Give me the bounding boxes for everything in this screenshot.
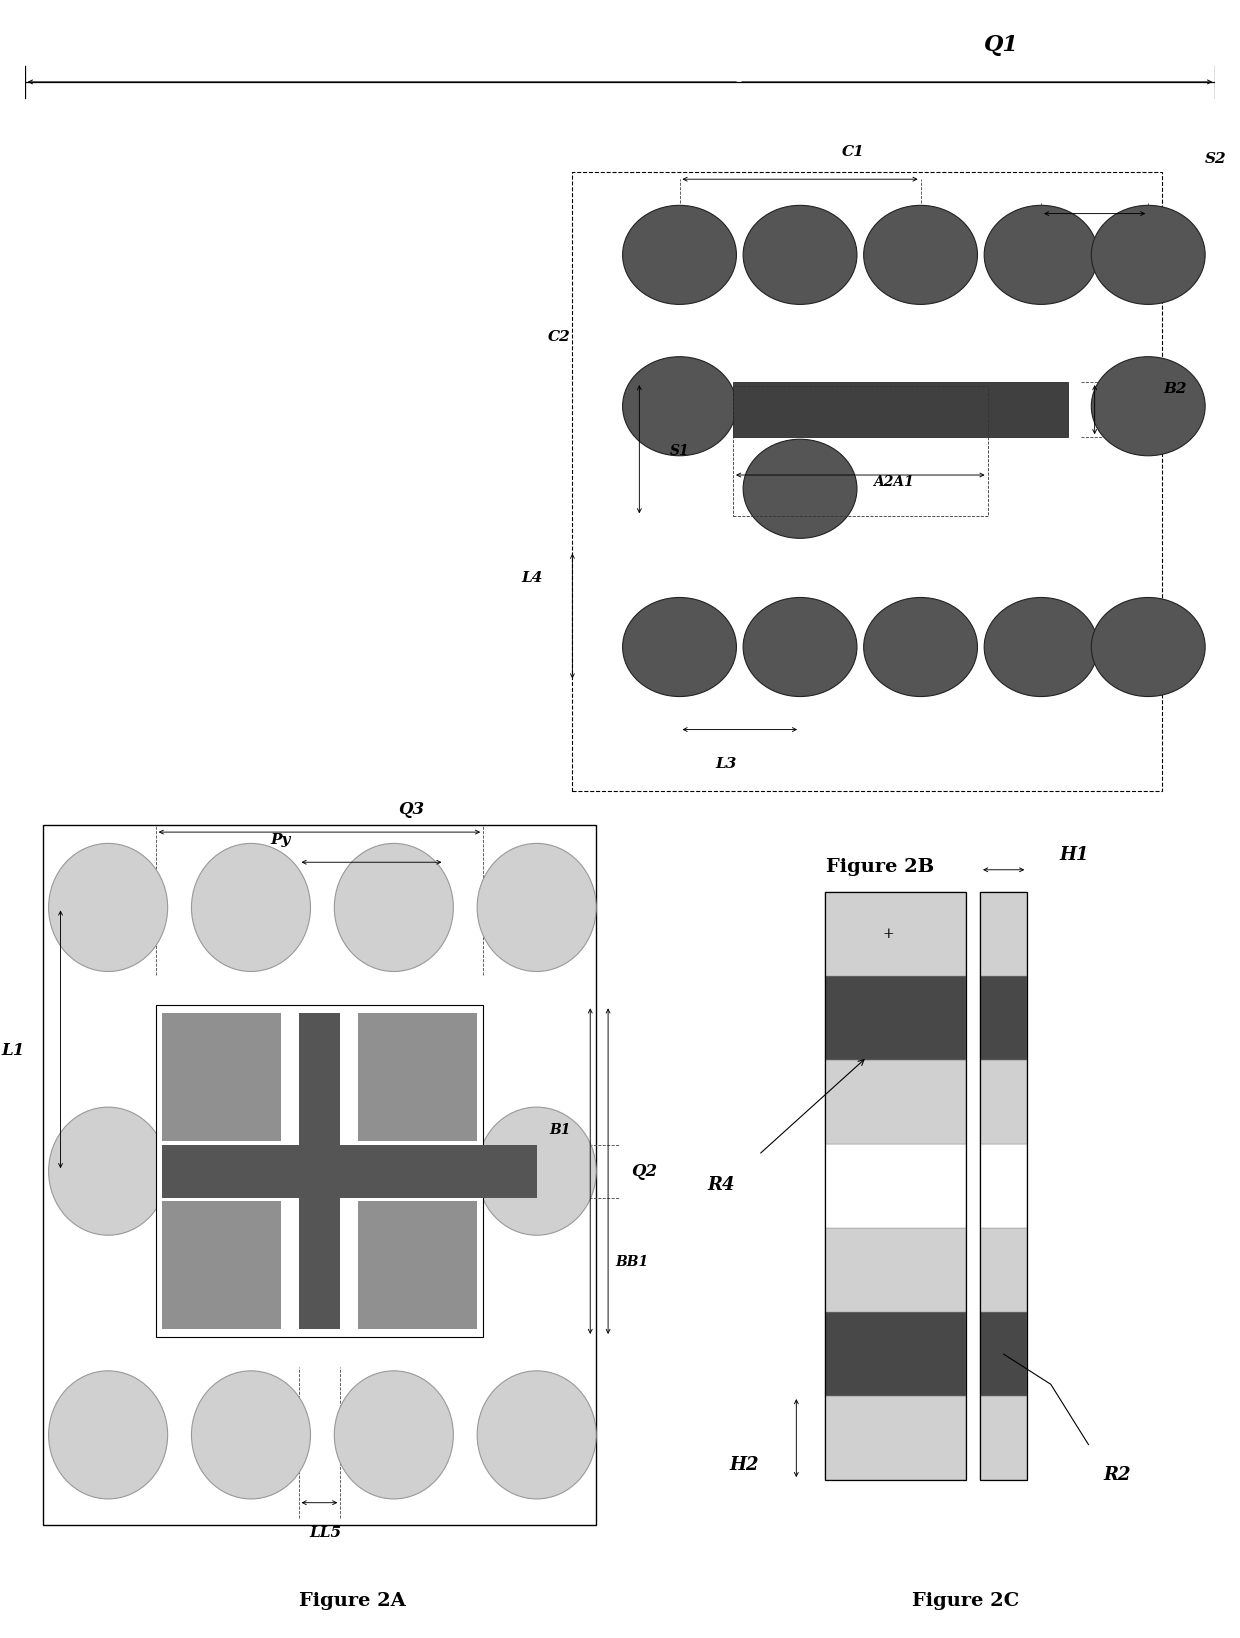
Text: Q3: Q3 — [398, 801, 425, 817]
Text: B2: B2 — [1163, 382, 1187, 396]
Bar — [980, 976, 1027, 1060]
Text: BB1: BB1 — [615, 1255, 649, 1268]
Text: Q2: Q2 — [631, 1163, 657, 1179]
Bar — [980, 893, 1027, 1481]
Bar — [980, 1396, 1027, 1481]
Text: S1: S1 — [670, 444, 689, 459]
Text: A2A1: A2A1 — [873, 475, 914, 488]
Text: C1: C1 — [842, 144, 866, 159]
Ellipse shape — [48, 844, 167, 971]
Ellipse shape — [477, 1107, 596, 1235]
Bar — [980, 1228, 1027, 1312]
Bar — [358, 1012, 477, 1142]
Ellipse shape — [863, 205, 977, 305]
Bar — [358, 1201, 477, 1330]
Text: Figure 2B: Figure 2B — [826, 858, 935, 876]
Bar — [825, 1396, 966, 1481]
Text: L2: L2 — [211, 1070, 232, 1084]
Ellipse shape — [48, 1371, 167, 1499]
Bar — [980, 1060, 1027, 1145]
Ellipse shape — [743, 598, 857, 696]
Text: LL5: LL5 — [309, 1527, 341, 1540]
Ellipse shape — [622, 598, 737, 696]
Text: L3: L3 — [715, 757, 737, 771]
Ellipse shape — [622, 205, 737, 305]
Ellipse shape — [191, 1371, 310, 1499]
Bar — [825, 1312, 966, 1396]
Ellipse shape — [335, 844, 454, 971]
Bar — [299, 1012, 340, 1330]
Bar — [733, 385, 987, 516]
Bar — [573, 172, 1162, 791]
Bar — [477, 1145, 537, 1197]
Bar — [161, 1201, 280, 1330]
Text: S2: S2 — [1204, 152, 1226, 165]
Text: C2: C2 — [548, 331, 570, 344]
Text: +: + — [883, 927, 894, 942]
Bar — [980, 1312, 1027, 1396]
Ellipse shape — [622, 357, 737, 455]
Ellipse shape — [1091, 357, 1205, 455]
Text: H2: H2 — [730, 1456, 759, 1474]
Bar — [825, 1228, 966, 1312]
Ellipse shape — [335, 1371, 454, 1499]
Bar — [161, 1145, 477, 1197]
Text: Figure 2C: Figure 2C — [913, 1592, 1019, 1610]
Text: Py: Py — [270, 832, 291, 847]
Text: L4: L4 — [522, 572, 543, 585]
Ellipse shape — [985, 598, 1099, 696]
Text: L1: L1 — [1, 1042, 25, 1060]
Bar — [161, 1012, 280, 1142]
Bar — [980, 1145, 1027, 1228]
Ellipse shape — [191, 844, 310, 971]
Bar — [980, 893, 1027, 976]
Bar — [733, 382, 1068, 437]
Ellipse shape — [863, 598, 977, 696]
Text: B1: B1 — [549, 1122, 572, 1137]
Text: Q1: Q1 — [983, 34, 1018, 56]
Bar — [825, 976, 966, 1060]
Ellipse shape — [48, 1107, 167, 1235]
Text: Px: Px — [198, 1258, 219, 1273]
Text: R4: R4 — [707, 1176, 734, 1194]
Text: Figure 2A: Figure 2A — [299, 1592, 405, 1610]
Ellipse shape — [743, 439, 857, 539]
Bar — [825, 1060, 966, 1145]
Bar — [825, 893, 966, 1481]
Ellipse shape — [743, 205, 857, 305]
Bar — [825, 893, 966, 976]
Bar — [825, 1145, 966, 1228]
Text: H1: H1 — [1060, 845, 1089, 863]
Ellipse shape — [1091, 205, 1205, 305]
Ellipse shape — [477, 844, 596, 971]
Bar — [156, 1006, 484, 1337]
Ellipse shape — [985, 205, 1099, 305]
Text: R2: R2 — [1104, 1466, 1131, 1484]
Ellipse shape — [1091, 598, 1205, 696]
Ellipse shape — [477, 1371, 596, 1499]
